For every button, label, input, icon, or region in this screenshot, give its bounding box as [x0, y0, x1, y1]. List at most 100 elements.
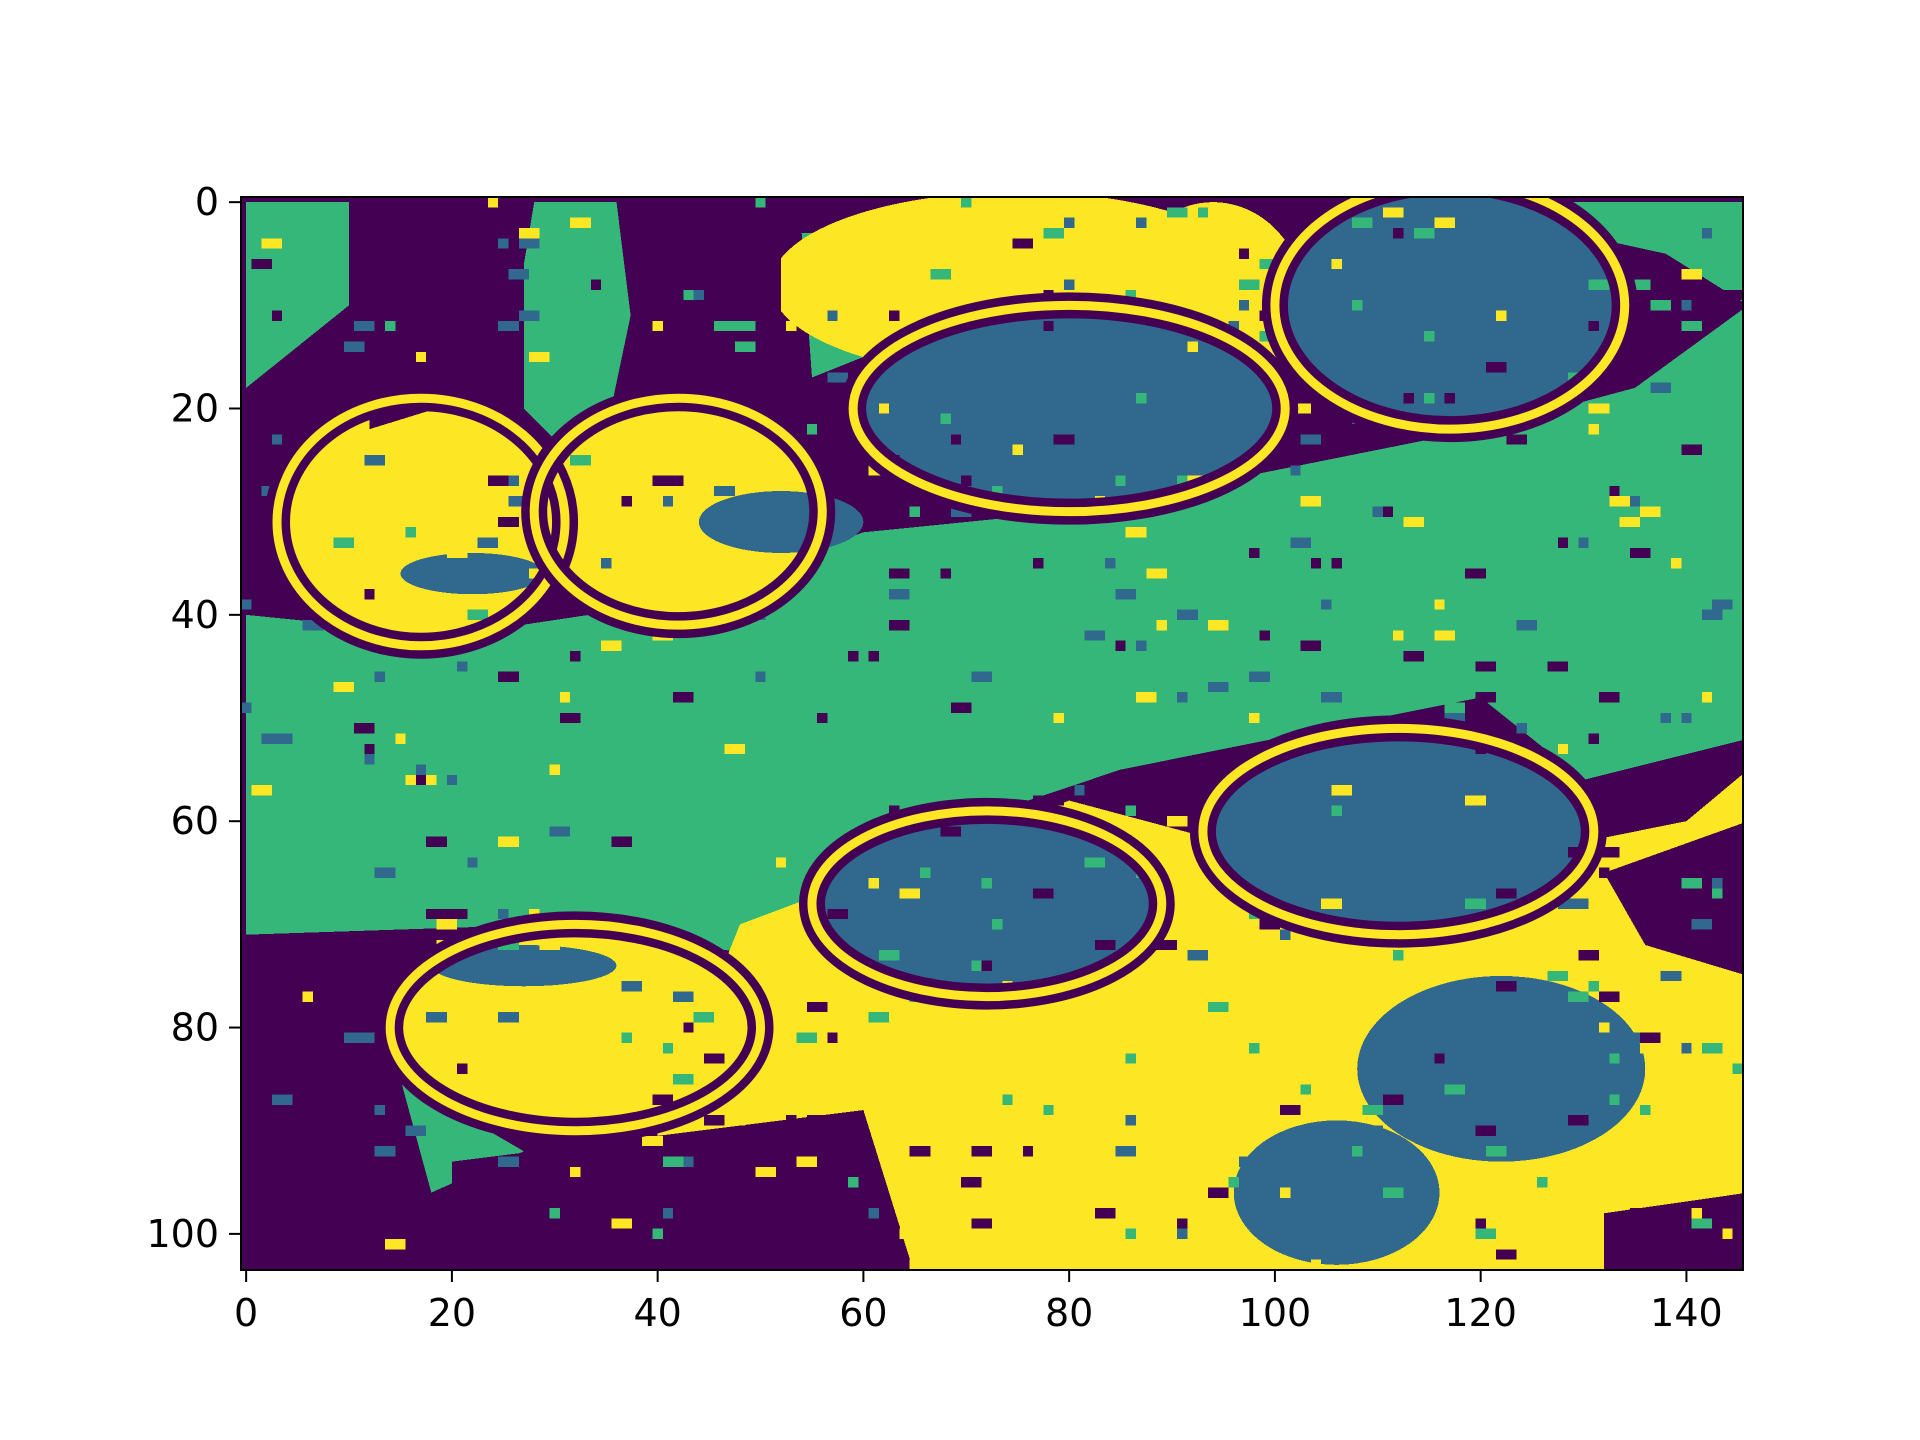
heatmap-cell — [662, 1156, 684, 1167]
heatmap-cell — [940, 568, 951, 579]
heatmap-cell — [673, 692, 694, 703]
heatmap-cell — [950, 434, 962, 445]
heatmap-cell — [1310, 558, 1322, 569]
heatmap-cell — [1701, 1001, 1723, 1013]
heatmap-cell — [992, 919, 1003, 930]
heatmap-cell — [1125, 527, 1147, 538]
heatmap-cell — [1259, 331, 1270, 342]
heatmap-cell — [251, 785, 272, 796]
heatmap-cell — [1475, 661, 1486, 672]
heatmap-cell — [1002, 630, 1013, 641]
heatmap-cell — [1300, 640, 1322, 651]
heatmap-cell — [796, 712, 807, 724]
heatmap-cell — [714, 485, 735, 497]
heatmap-cell — [498, 1156, 519, 1167]
heatmap-cell — [1115, 589, 1137, 600]
heatmap-cell — [930, 269, 951, 280]
heatmap-cell — [611, 331, 622, 342]
heatmap-cell — [1033, 197, 1044, 208]
heatmap-cell — [498, 217, 519, 228]
heatmap-cell — [847, 650, 859, 662]
heatmap-cell — [1660, 970, 1682, 982]
heatmap-cell — [950, 506, 972, 517]
heatmap-cell — [806, 599, 828, 610]
heatmap-cell — [1660, 712, 1671, 724]
heatmap-cell — [1259, 919, 1281, 930]
heatmap-cell — [1640, 1043, 1651, 1054]
heatmap-cell — [1537, 1177, 1548, 1188]
heatmap-cell — [354, 320, 375, 332]
heatmap-cell — [498, 320, 519, 332]
heatmap-cell — [1105, 238, 1116, 249]
heatmap-cell — [1382, 1094, 1404, 1105]
heatmap-cell — [385, 331, 396, 342]
heatmap-cell — [1691, 1208, 1702, 1219]
heatmap-cell — [385, 320, 396, 332]
heatmap-cell — [1177, 1218, 1188, 1229]
heatmap-cell — [1382, 207, 1404, 218]
heatmap-cell — [1197, 1073, 1209, 1085]
heatmap-cell — [1238, 1156, 1260, 1167]
heatmap-cell — [1105, 681, 1116, 693]
heatmap-cell — [1475, 692, 1497, 703]
heatmap-cell — [1588, 733, 1599, 744]
heatmap-cell — [1043, 320, 1054, 332]
heatmap-cell — [1249, 671, 1270, 682]
heatmap-cell — [1012, 238, 1034, 249]
region-outlines — [264, 197, 1638, 1144]
heatmap-image — [241, 197, 1743, 1270]
heatmap-cell — [909, 1146, 931, 1157]
region-level-1 — [1233, 1120, 1440, 1265]
heatmap-cell — [1598, 991, 1620, 1002]
heatmap-cell — [1650, 423, 1661, 435]
heatmap-cell — [1249, 712, 1260, 724]
heatmap-cell — [899, 888, 920, 899]
heatmap-cell — [1403, 650, 1425, 662]
heatmap-cell — [1187, 1063, 1198, 1074]
heatmap-cell — [1187, 341, 1198, 352]
region-outline-yellow — [272, 393, 570, 651]
x-tick-label: 20 — [428, 1291, 476, 1335]
heatmap-cell — [868, 650, 879, 662]
region-level-0 — [246, 945, 391, 1270]
heatmap-cell — [1413, 227, 1435, 239]
heatmap-cell — [1331, 558, 1342, 569]
heatmap-cell — [909, 1259, 931, 1270]
heatmap-cell — [1208, 1001, 1229, 1013]
plot-frame — [240, 196, 1744, 1271]
heatmap-cell — [251, 258, 272, 270]
heatmap-cell — [405, 527, 416, 538]
heatmap-cell — [827, 372, 848, 383]
heatmap-cell — [549, 1032, 571, 1044]
heatmap-cell — [1609, 485, 1620, 497]
region-level-0 — [369, 202, 535, 430]
heatmap-cell — [1280, 547, 1291, 559]
heatmap-cell — [1609, 1053, 1620, 1064]
heatmap-cell — [1382, 568, 1394, 579]
heatmap-cell — [405, 1001, 427, 1013]
heatmap-cell — [889, 620, 910, 631]
heatmap-cell — [1568, 991, 1589, 1002]
heatmap-cell — [313, 558, 324, 569]
heatmap-cell — [817, 712, 828, 724]
x-tick-label: 0 — [234, 1291, 258, 1335]
heatmap-cell — [1238, 300, 1250, 311]
heatmap-cell — [950, 702, 972, 713]
x-tick-label: 40 — [633, 1291, 681, 1335]
region-outline-yellow — [385, 919, 766, 1136]
heatmap-cell — [467, 1063, 478, 1074]
heatmap-cell — [1578, 537, 1589, 548]
heatmap-cell — [1598, 867, 1610, 878]
heatmap-cell — [1598, 692, 1620, 703]
heatmap-cell — [354, 1135, 375, 1147]
heatmap-cell — [1670, 620, 1682, 631]
heatmap-cell — [292, 1022, 314, 1033]
heatmap-cell — [1516, 620, 1538, 631]
heatmap-cell — [662, 754, 684, 765]
heatmap-cell — [1701, 692, 1713, 703]
heatmap-cell — [1609, 496, 1630, 507]
heatmap-cell — [1619, 516, 1641, 528]
heatmap-cell — [1434, 599, 1445, 610]
heatmap-cell — [889, 589, 910, 600]
heatmap-cell — [1136, 217, 1147, 228]
